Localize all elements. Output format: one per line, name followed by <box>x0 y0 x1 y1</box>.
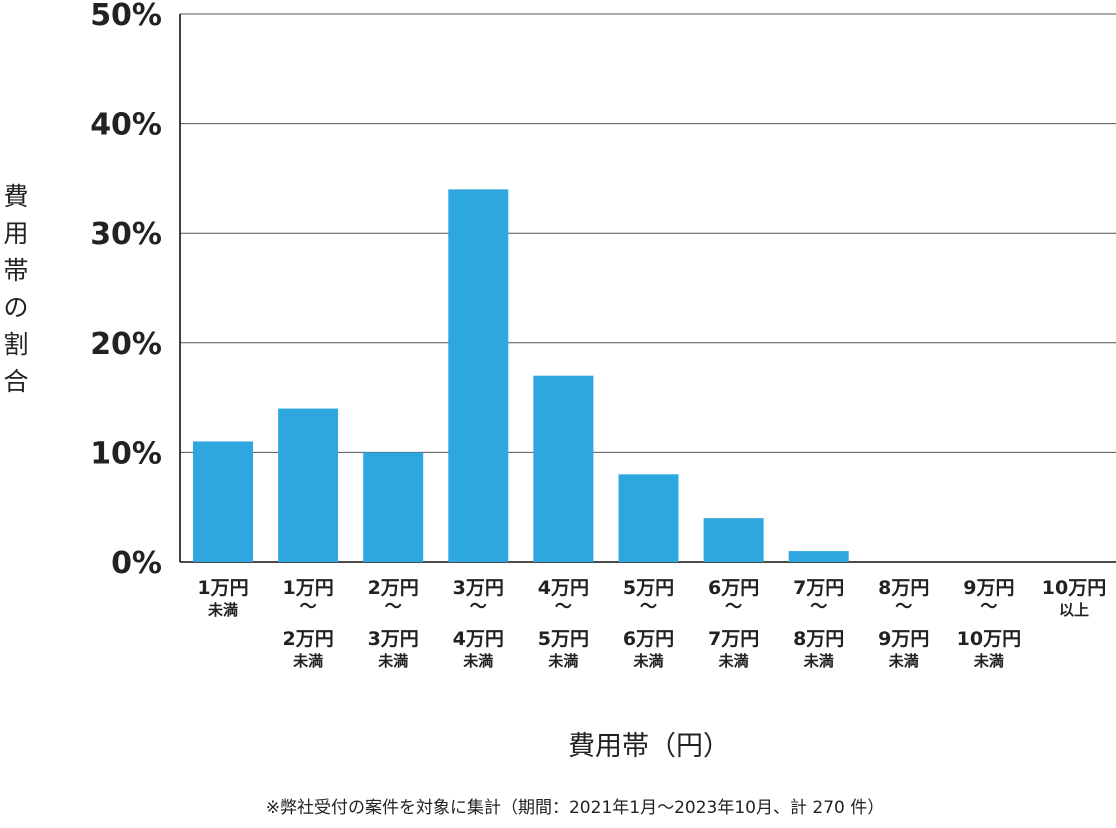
x-tick-label-line: 未満 <box>632 652 663 670</box>
x-tick-label-line: 未満 <box>718 652 749 670</box>
y-axis-label-char: 合 <box>3 367 28 396</box>
x-tick-label-line: 3万円 <box>368 628 419 650</box>
x-tick-label-line: 7万円 <box>708 628 759 650</box>
x-tick-label-line: 2万円 <box>282 628 333 650</box>
y-tick-labels: 0% 10% 20% 30% 40% 50% <box>90 0 162 581</box>
x-tick-label-line: 未満 <box>803 652 834 670</box>
x-tick-label-line: 未満 <box>888 652 919 670</box>
x-tick-label-line: 4万円 <box>453 628 504 650</box>
bar <box>278 408 339 562</box>
bars <box>193 189 849 563</box>
x-tick-label-line: ～ <box>640 597 657 617</box>
y-axis-label-char: の <box>3 293 28 322</box>
x-tick-label-line: 8万円 <box>878 577 929 599</box>
x-axis-label: 費用帯（円） <box>568 731 730 762</box>
x-tick-label-line: 3万円 <box>453 577 504 599</box>
y-axis-label-char: 割 <box>3 330 28 359</box>
x-tick-label-line: ～ <box>980 597 997 617</box>
x-tick-label-line: 5万円 <box>538 628 589 650</box>
y-tick-label: 30% <box>90 217 162 252</box>
x-tick-label-line: 5万円 <box>623 577 674 599</box>
x-tick-label-line: 未満 <box>292 652 323 670</box>
x-tick-label-line: ～ <box>555 597 572 617</box>
bar <box>533 375 594 562</box>
footnote: ※弊社受付の案件を対象に集計（期間：2021年1月～2023年10月、計 270… <box>266 798 884 818</box>
y-tick-label: 50% <box>90 0 162 33</box>
y-axis-label-char: 費 <box>3 182 28 211</box>
x-tick-label-line: 以上 <box>1059 601 1089 619</box>
x-tick-label-line: 1万円 <box>282 577 333 599</box>
bar <box>788 551 849 562</box>
x-tick-label-line: 9万円 <box>878 628 929 650</box>
x-tick-label-line: ～ <box>300 597 317 617</box>
y-tick-label: 10% <box>90 436 162 471</box>
bar <box>363 452 424 562</box>
x-tick-labels: 1万円未満1万円～2万円未満2万円～3万円未満3万円～4万円未満4万円～5万円未… <box>197 577 1106 670</box>
bar <box>448 189 509 563</box>
y-tick-label: 20% <box>90 327 162 362</box>
x-tick-label-line: 8万円 <box>793 628 844 650</box>
y-tick-label: 0% <box>111 546 162 581</box>
x-tick-label-line: 未満 <box>377 652 408 670</box>
x-tick-label-line: 6万円 <box>623 628 674 650</box>
x-tick-label-line: 10万円 <box>1042 577 1106 599</box>
x-tick-label-line: ～ <box>725 597 742 617</box>
y-axis-label-char: 用 <box>3 219 28 248</box>
bar <box>703 518 764 562</box>
x-tick-label-line: ～ <box>810 597 827 617</box>
x-tick-label-line: 6万円 <box>708 577 759 599</box>
x-tick-label-line: 7万円 <box>793 577 844 599</box>
x-tick-label-line: ～ <box>470 597 487 617</box>
x-tick-label-line: 10万円 <box>957 628 1021 650</box>
x-tick-label-line: 1万円 <box>197 577 248 599</box>
x-tick-label-line: 未満 <box>973 652 1004 670</box>
x-tick-label-line: 4万円 <box>538 577 589 599</box>
x-tick-label-line: 2万円 <box>368 577 419 599</box>
x-tick-label-line: 未満 <box>462 652 493 670</box>
x-tick-label-line: 未満 <box>207 601 238 619</box>
x-tick-label-line: ～ <box>385 597 402 617</box>
bar <box>193 441 253 562</box>
y-tick-label: 40% <box>90 108 162 143</box>
y-axis-label-char: 帯 <box>3 256 28 285</box>
x-tick-label-line: ～ <box>895 597 912 617</box>
bar <box>618 474 679 562</box>
x-tick-label-line: 未満 <box>547 652 578 670</box>
x-tick-label-line: 9万円 <box>963 577 1014 599</box>
